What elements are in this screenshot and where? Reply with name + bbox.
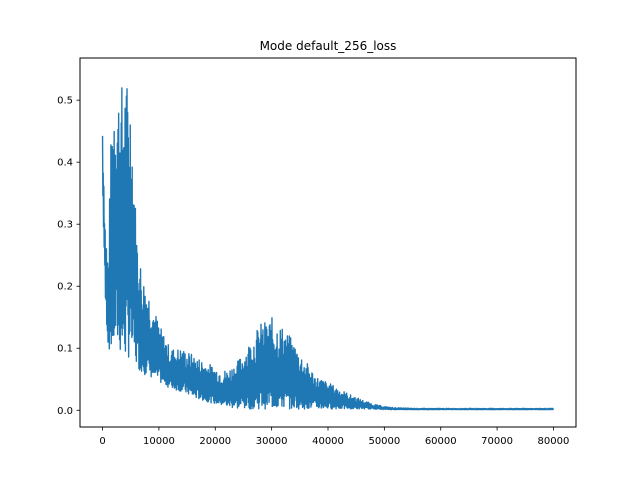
y-tick-label: 0.1 bbox=[57, 344, 73, 355]
x-tick-label: 0 bbox=[99, 436, 105, 447]
y-tick-label: 0.4 bbox=[57, 158, 73, 169]
y-tick-label: 0.5 bbox=[57, 96, 73, 107]
series-layer bbox=[101, 87, 555, 411]
y-tick-label: 0.3 bbox=[57, 220, 73, 231]
x-tick-label: 10000 bbox=[143, 436, 175, 447]
x-axis: 0 10000 20000 30000 40000 50000 60000 70000 8000… bbox=[99, 427, 569, 447]
x-tick-label: 50000 bbox=[368, 436, 400, 447]
x-tick-label: 80000 bbox=[538, 436, 570, 447]
x-tick-label: 30000 bbox=[256, 436, 288, 447]
chart-title: Mode default_256_loss bbox=[260, 39, 397, 53]
x-tick-label: 40000 bbox=[312, 436, 344, 447]
x-tick-label: 60000 bbox=[425, 436, 457, 447]
loss-series-line bbox=[101, 87, 555, 411]
y-tick-label: 0.2 bbox=[57, 282, 73, 293]
y-axis: 0.0 0.1 0.2 0.3 0.4 0.5 bbox=[57, 96, 80, 417]
y-tick-label: 0.0 bbox=[57, 406, 73, 417]
x-tick-label: 20000 bbox=[199, 436, 231, 447]
x-tick-label: 70000 bbox=[481, 436, 513, 447]
